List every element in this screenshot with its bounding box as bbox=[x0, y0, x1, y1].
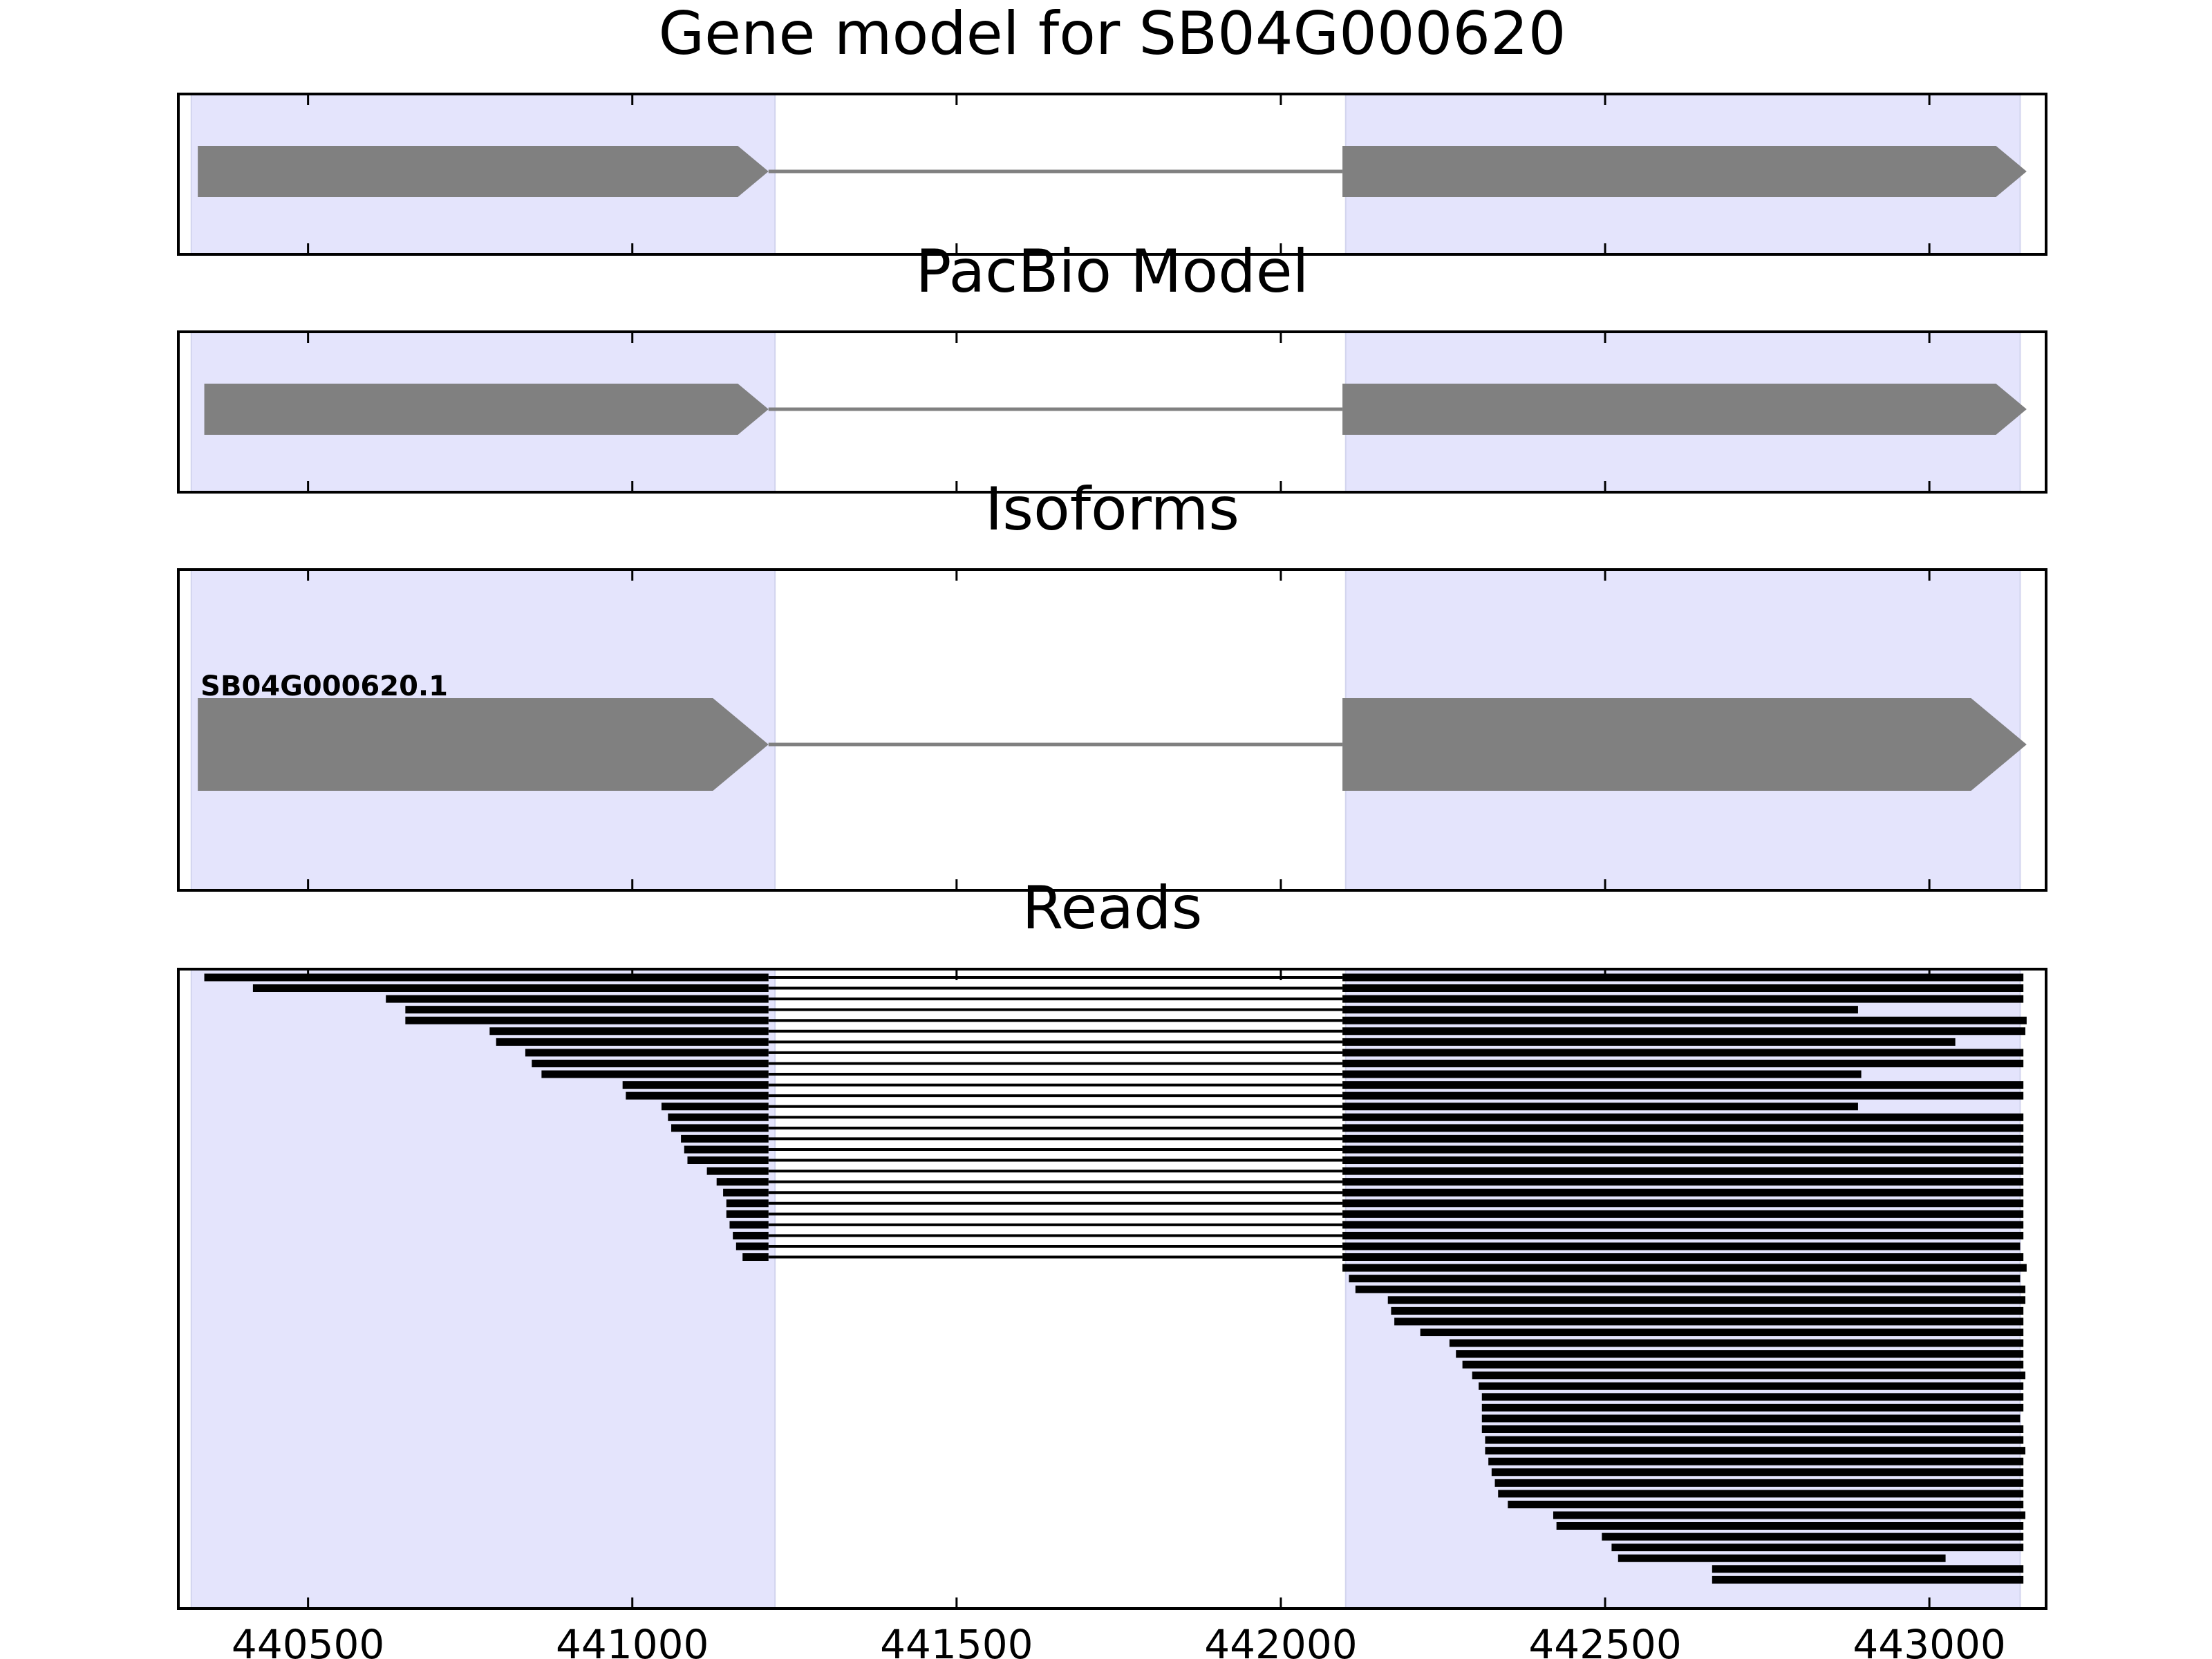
panel-1-title: Gene model for SB04G000620 bbox=[659, 0, 1566, 68]
x-tick-label-6: 443000 bbox=[1853, 1621, 2005, 1659]
isoform-1-exon-2 bbox=[1342, 698, 2027, 791]
x-tick-label-1: 440500 bbox=[232, 1621, 384, 1659]
panel-3: Isoforms SB04G000620.1 bbox=[177, 475, 2047, 892]
panel-1-exon-1 bbox=[198, 146, 769, 197]
x-tick-label-4: 442000 bbox=[1204, 1621, 1357, 1659]
panel-2-frame bbox=[177, 330, 2047, 494]
panel-3-frame bbox=[177, 568, 2047, 892]
x-tick-label-3: 441500 bbox=[880, 1621, 1033, 1659]
x-tick-label-2: 441000 bbox=[556, 1621, 709, 1659]
panel-2: PacBio Model bbox=[177, 237, 2047, 494]
panel-3-title: Isoforms bbox=[985, 475, 1239, 544]
isoform-1-label: SB04G000620.1 bbox=[200, 671, 448, 702]
x-tick-label-5: 442500 bbox=[1528, 1621, 1681, 1659]
panel-2-exon-2 bbox=[1342, 384, 2027, 435]
panel-4-title: Reads bbox=[1022, 874, 1203, 943]
panel-1: Gene model for SB04G000620 bbox=[177, 0, 2047, 256]
panel-4: Reads 440500 441000 441500 442000 442500 44300… bbox=[177, 874, 2047, 1659]
panel-1-exon-2 bbox=[1342, 146, 2027, 197]
panel-2-exon-1 bbox=[204, 384, 769, 435]
panel-4-frame bbox=[177, 968, 2047, 1610]
panels: Gene model for SB04G000620 PacBio Model Is… bbox=[177, 0, 2047, 1659]
panel-1-frame bbox=[177, 93, 2047, 256]
panel-2-title: PacBio Model bbox=[915, 237, 1309, 306]
isoform-1-exon-1 bbox=[198, 698, 769, 791]
